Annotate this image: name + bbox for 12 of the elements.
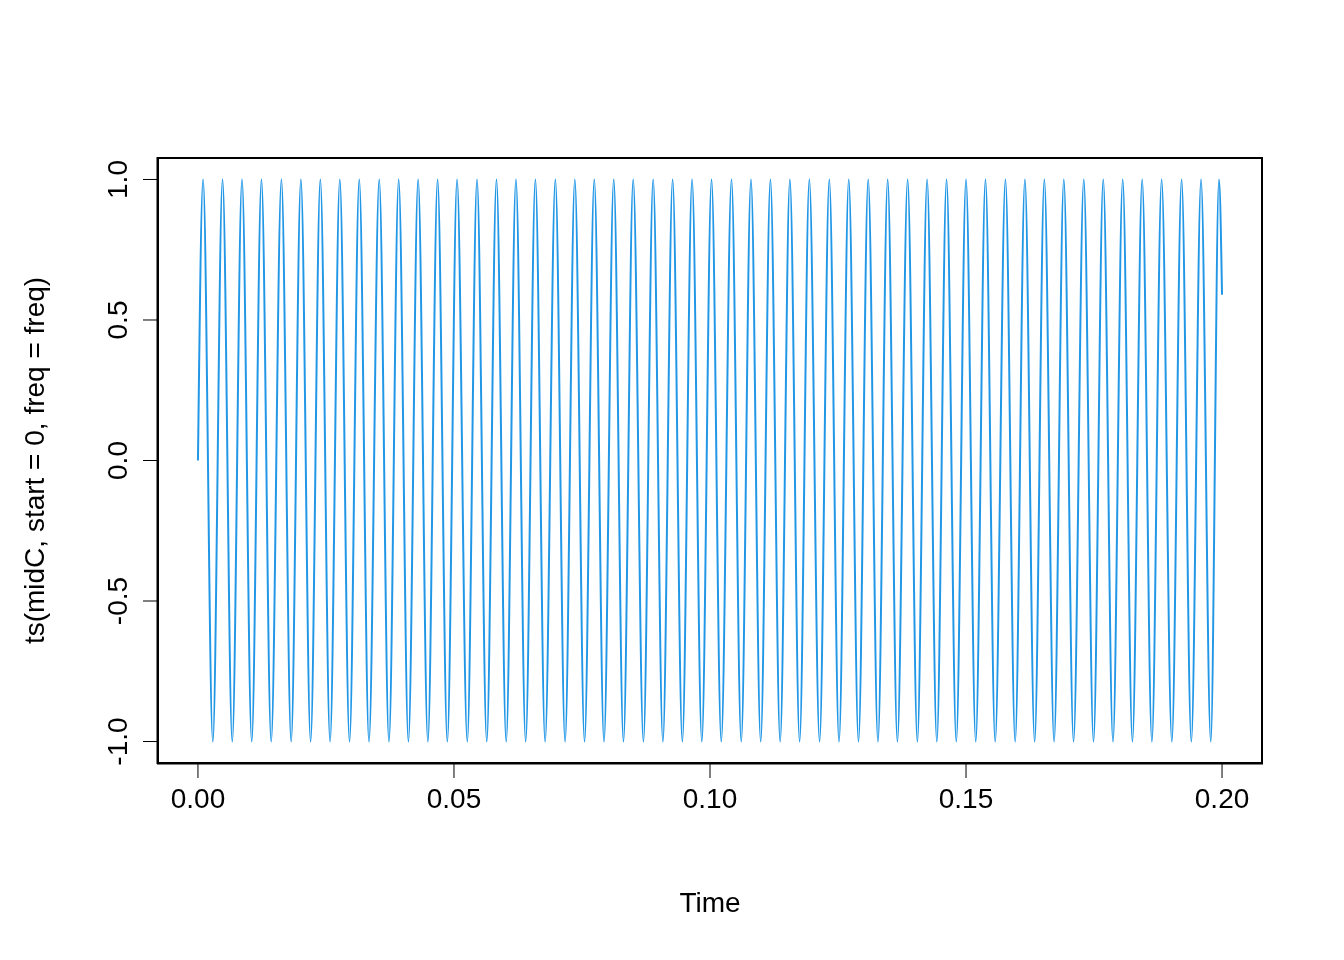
y-tick-label: 0.0 xyxy=(102,441,133,480)
y-tick-label: 1.0 xyxy=(102,160,133,199)
x-tick-label: 0.00 xyxy=(170,782,226,814)
x-tick-label: 0.15 xyxy=(938,782,994,814)
y-tick-label: -0.5 xyxy=(102,576,133,626)
x-tick-label: 0.20 xyxy=(1194,782,1250,814)
y-tick-label: -1.0 xyxy=(102,717,133,766)
x-tick-label: 0.10 xyxy=(682,782,738,814)
x-tick-label: 0.05 xyxy=(426,782,482,814)
y-tick-label: 0.5 xyxy=(102,300,133,340)
y-axis-title: ts(midC, start = 0, freq = freq) xyxy=(18,276,50,645)
x-axis-title: Time xyxy=(679,887,741,918)
